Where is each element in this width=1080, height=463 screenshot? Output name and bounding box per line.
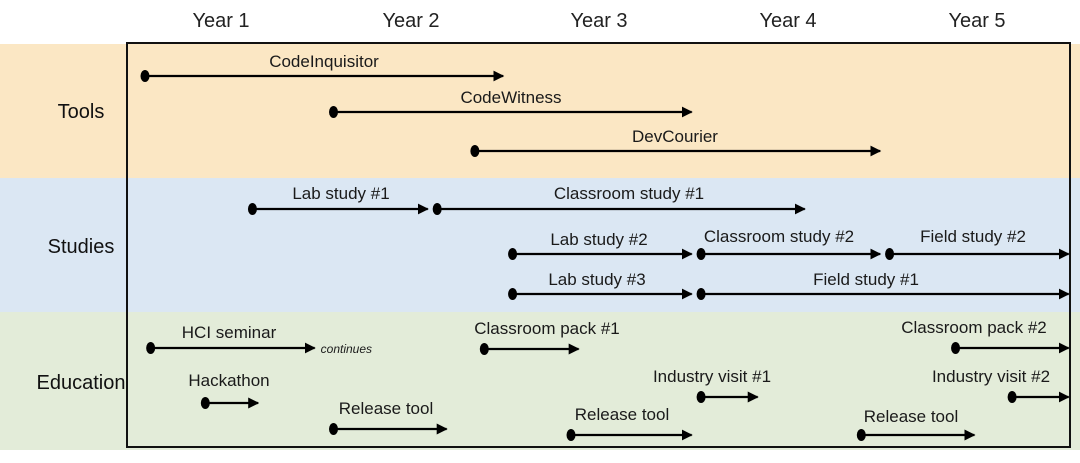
year-header-3: Year 3 xyxy=(570,10,627,32)
studies-field-study-2-label: Field study #2 xyxy=(920,227,1026,246)
tools-codeinquisitor-start-dot xyxy=(140,70,150,82)
education-release-tool-start-dot xyxy=(329,423,338,435)
studies-lab-study-3-item: Lab study #3 xyxy=(508,270,693,300)
studies-classroom-study-2-item: Classroom study #2 xyxy=(696,227,882,260)
studies-classroom-study-2-label: Classroom study #2 xyxy=(704,227,854,246)
studies-lab-study-2-label: Lab study #2 xyxy=(550,230,647,249)
studies-field-study-1-item: Field study #1 xyxy=(696,270,1070,300)
education-industry-visit-2-label: Industry visit #2 xyxy=(932,367,1050,386)
year-header-4: Year 4 xyxy=(759,10,816,32)
education-industry-visit-1-label: Industry visit #1 xyxy=(653,367,771,386)
studies-lab-study-2-start-dot xyxy=(508,248,518,260)
education-hci-seminar-start-dot xyxy=(146,342,156,354)
education-hackathon-start-dot xyxy=(200,397,210,409)
education-hci-seminar-note: continues xyxy=(321,342,372,356)
section-label-education: Education xyxy=(37,372,126,394)
education-release-tool-item: Release tool xyxy=(329,399,448,435)
timeline-frame xyxy=(126,42,1071,448)
education-classroom-pack-1-item: Classroom pack #1 xyxy=(474,319,620,355)
studies-field-study-1-label: Field study #1 xyxy=(813,270,919,289)
education-industry-visit-1-start-dot xyxy=(696,391,706,403)
year-header-5: Year 5 xyxy=(948,10,1005,32)
section-band-education xyxy=(0,312,1080,450)
studies-lab-study-3-label: Lab study #3 xyxy=(548,270,645,289)
studies-classroom-study-1-label: Classroom study #1 xyxy=(554,184,704,203)
education-classroom-pack-1-start-dot xyxy=(479,343,489,355)
studies-lab-study-2-item: Lab study #2 xyxy=(508,230,693,260)
education-hackathon-label: Hackathon xyxy=(188,371,269,390)
education-classroom-pack-1-label: Classroom pack #1 xyxy=(474,319,620,338)
studies-classroom-study-1-start-dot xyxy=(432,203,442,215)
education-classroom-pack-2-start-dot xyxy=(951,342,961,354)
studies-lab-study-3-start-dot xyxy=(508,288,518,300)
studies-field-study-2-start-dot xyxy=(885,248,895,260)
tools-devcourier-item: DevCourier xyxy=(470,127,882,157)
education-industry-visit-2-start-dot xyxy=(1007,391,1017,403)
studies-lab-study-1-start-dot xyxy=(247,203,257,215)
section-label-tools: Tools xyxy=(58,101,105,123)
tools-codeinquisitor-item: CodeInquisitor xyxy=(140,52,505,82)
section-label-studies: Studies xyxy=(48,236,115,258)
tools-codeinquisitor-label: CodeInquisitor xyxy=(269,52,379,71)
studies-field-study-2-item: Field study #2 xyxy=(885,227,1070,260)
education-release-tool-start-dot xyxy=(856,429,866,441)
education-release-tool-label: Release tool xyxy=(339,399,434,418)
tools-devcourier-start-dot xyxy=(470,145,480,157)
education-hackathon-item: Hackathon xyxy=(188,371,270,409)
education-industry-visit-1-item: Industry visit #1 xyxy=(653,367,771,403)
studies-classroom-study-1-item: Classroom study #1 xyxy=(432,184,806,215)
education-hci-seminar-item: HCI seminar continues xyxy=(146,323,372,356)
tools-codewitness-label: CodeWitness xyxy=(460,88,561,107)
studies-field-study-1-start-dot xyxy=(696,288,706,300)
education-release-tool-item: Release tool xyxy=(856,407,976,441)
studies-classroom-study-2-start-dot xyxy=(696,248,706,260)
studies-lab-study-1-item: Lab study #1 xyxy=(247,184,429,215)
education-release-tool-label: Release tool xyxy=(864,407,959,426)
tools-codewitness-item: CodeWitness xyxy=(329,88,693,118)
education-classroom-pack-2-item: Classroom pack #2 xyxy=(901,318,1070,354)
year-header-2: Year 2 xyxy=(382,10,439,32)
tools-devcourier-label: DevCourier xyxy=(632,127,718,146)
education-release-tool-start-dot xyxy=(566,429,576,441)
tools-codewitness-start-dot xyxy=(329,106,338,118)
studies-lab-study-1-label: Lab study #1 xyxy=(292,184,389,203)
education-release-tool-label: Release tool xyxy=(575,405,670,424)
education-classroom-pack-2-label: Classroom pack #2 xyxy=(901,318,1047,337)
year-header-1: Year 1 xyxy=(192,10,249,32)
education-release-tool-item: Release tool xyxy=(566,405,693,441)
education-hci-seminar-label: HCI seminar xyxy=(182,323,277,342)
section-band-studies xyxy=(0,178,1080,312)
education-industry-visit-2-item: Industry visit #2 xyxy=(932,367,1070,403)
